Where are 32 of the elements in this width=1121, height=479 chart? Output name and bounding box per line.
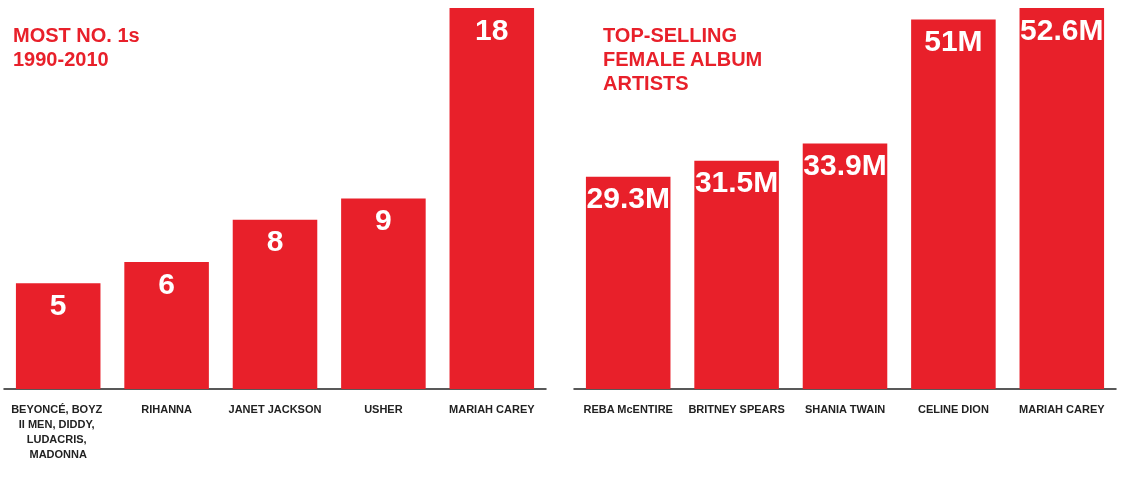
data-label: 31.5M bbox=[694, 165, 779, 199]
text: MOST NO. 1s 1990-2010 bbox=[13, 24, 140, 70]
data-label: 51M bbox=[924, 24, 983, 58]
bar bbox=[911, 19, 996, 389]
bar bbox=[585, 176, 671, 389]
x-tick-label: RIHANNA bbox=[141, 402, 193, 415]
bar bbox=[124, 262, 209, 389]
x-tick-label: USHER bbox=[364, 402, 403, 415]
data-label: 9 bbox=[375, 203, 392, 236]
bar bbox=[1019, 8, 1105, 389]
x-tick-label: BEYONCÉ, BOYZ II MEN, DIDDY, LUDACRIS, MADONNA bbox=[11, 402, 106, 460]
data-label: 18 bbox=[475, 12, 509, 46]
bar bbox=[15, 283, 101, 389]
data-label: 8 bbox=[266, 224, 284, 258]
bar bbox=[232, 219, 318, 389]
x-tick-label: CELINE DION bbox=[917, 402, 989, 415]
bar bbox=[802, 143, 888, 389]
data-label: 52.6M bbox=[1020, 12, 1104, 46]
data-label: 6 bbox=[158, 266, 175, 300]
bar bbox=[341, 198, 426, 389]
bar bbox=[694, 160, 779, 389]
bar bbox=[449, 8, 535, 389]
data-label: 33.9M bbox=[803, 147, 887, 181]
data-label: 29.3M bbox=[586, 181, 670, 215]
data-label: 5 bbox=[49, 287, 67, 321]
x-tick-label: BRITNEY SPEARS bbox=[688, 402, 785, 415]
x-tick-label: JANET JACKSON bbox=[228, 402, 322, 415]
x-tick-label: MARIAH CAREY bbox=[1019, 402, 1106, 415]
x-tick-label: SHANIA TWAIN bbox=[804, 402, 886, 415]
x-tick-label: MARIAH CAREY bbox=[449, 402, 536, 415]
x-tick-label: REBA McENTIRE bbox=[583, 402, 673, 415]
text: TOP-SELLING FEMALE ALBUM ARTISTS bbox=[603, 24, 763, 94]
